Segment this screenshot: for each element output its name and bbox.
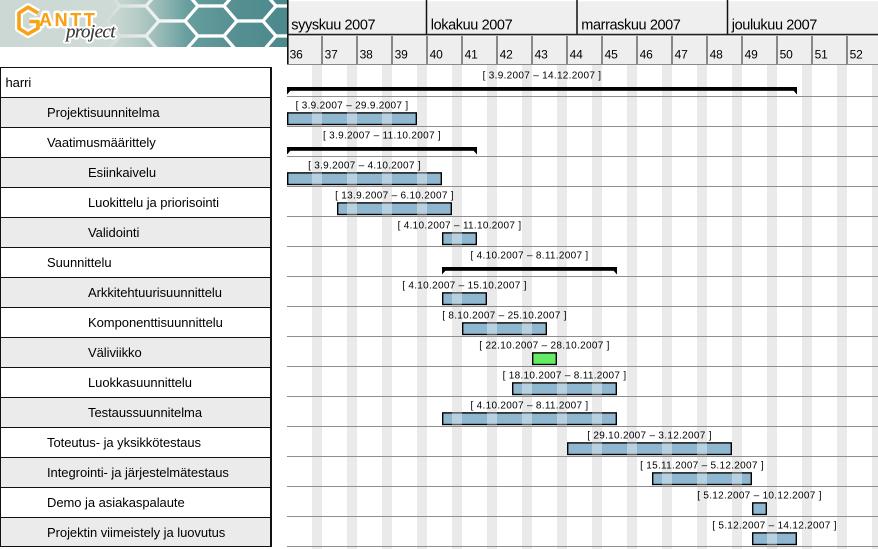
svg-text:39: 39 xyxy=(395,48,408,62)
svg-text:[ 5.12.2007 – 14.12.2007 ]: [ 5.12.2007 – 14.12.2007 ] xyxy=(712,521,837,532)
svg-text:[ 4.10.2007 – 11.10.2007 ]: [ 4.10.2007 – 11.10.2007 ] xyxy=(398,221,522,232)
svg-text:[ 8.10.2007 – 25.10.2007 ]: [ 8.10.2007 – 25.10.2007 ] xyxy=(442,311,567,322)
svg-text:[ 3.9.2007 – 14.12.2007 ]: [ 3.9.2007 – 14.12.2007 ] xyxy=(483,71,602,82)
svg-text:43: 43 xyxy=(535,48,548,62)
svg-text:[ 18.10.2007 – 8.11.2007 ]: [ 18.10.2007 – 8.11.2007 ] xyxy=(503,371,627,382)
svg-text:44: 44 xyxy=(570,48,583,62)
svg-text:47: 47 xyxy=(675,48,688,62)
svg-text:[ 4.10.2007 – 15.10.2007 ]: [ 4.10.2007 – 15.10.2007 ] xyxy=(402,281,527,292)
svg-text:36: 36 xyxy=(290,48,303,62)
svg-text:42: 42 xyxy=(500,48,513,62)
svg-text:ANTT: ANTT xyxy=(39,10,97,30)
svg-text:48: 48 xyxy=(710,48,723,62)
svg-text:[ 13.9.2007 – 6.10.2007 ]: [ 13.9.2007 – 6.10.2007 ] xyxy=(335,191,454,202)
svg-text:[ 4.10.2007 – 8.11.2007 ]: [ 4.10.2007 – 8.11.2007 ] xyxy=(471,251,589,262)
svg-text:[ 5.12.2007 – 10.12.2007 ]: [ 5.12.2007 – 10.12.2007 ] xyxy=(697,491,822,502)
svg-text:joulukuu 2007: joulukuu 2007 xyxy=(731,17,817,33)
svg-text:41: 41 xyxy=(465,48,478,62)
svg-text:52: 52 xyxy=(850,48,863,62)
svg-text:38: 38 xyxy=(360,48,373,62)
svg-text:45: 45 xyxy=(605,48,618,62)
svg-text:[ 22.10.2007 – 28.10.2007 ]: [ 22.10.2007 – 28.10.2007 ] xyxy=(479,341,609,352)
svg-text:[ 15.11.2007 – 5.12.2007 ]: [ 15.11.2007 – 5.12.2007 ] xyxy=(640,461,764,472)
svg-text:37: 37 xyxy=(325,48,338,62)
svg-text:51: 51 xyxy=(815,48,828,62)
svg-text:40: 40 xyxy=(430,48,443,62)
svg-text:syyskuu 2007: syyskuu 2007 xyxy=(291,17,375,33)
svg-text:marraskuu 2007: marraskuu 2007 xyxy=(581,17,681,33)
svg-text:[ 29.10.2007 – 3.12.2007 ]: [ 29.10.2007 – 3.12.2007 ] xyxy=(587,431,712,442)
svg-text:49: 49 xyxy=(745,48,758,62)
svg-text:lokakuu 2007: lokakuu 2007 xyxy=(431,17,513,33)
svg-text:[ 3.9.2007 – 29.9.2007 ]: [ 3.9.2007 – 29.9.2007 ] xyxy=(296,101,409,112)
svg-text:46: 46 xyxy=(640,48,653,62)
svg-text:[ 3.9.2007 – 4.10.2007 ]: [ 3.9.2007 – 4.10.2007 ] xyxy=(308,161,421,172)
svg-text:project: project xyxy=(64,22,116,43)
svg-text:project: project xyxy=(64,22,116,43)
svg-text:50: 50 xyxy=(780,48,793,62)
svg-text:[ 4.10.2007 – 8.11.2007 ]: [ 4.10.2007 – 8.11.2007 ] xyxy=(471,401,589,412)
svg-text:[ 3.9.2007 – 11.10.2007 ]: [ 3.9.2007 – 11.10.2007 ] xyxy=(323,131,441,142)
svg-text:ANTT: ANTT xyxy=(39,10,97,30)
